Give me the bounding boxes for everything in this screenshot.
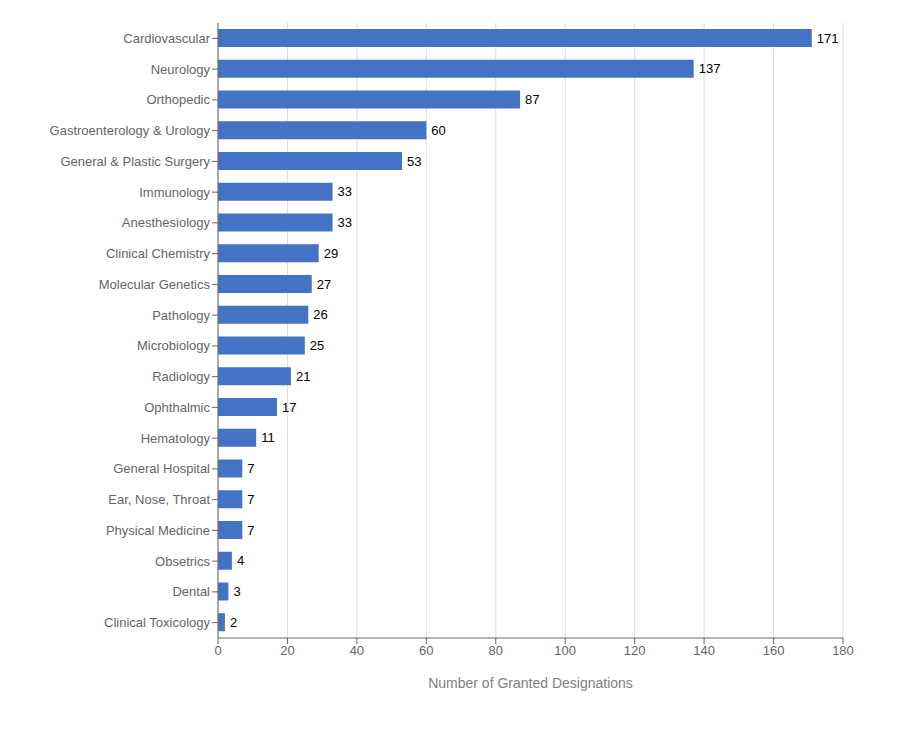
- svg-text:Microbiology: Microbiology: [137, 338, 210, 353]
- svg-text:Clinical Chemistry: Clinical Chemistry: [106, 246, 211, 261]
- svg-text:87: 87: [525, 92, 539, 107]
- svg-text:25: 25: [310, 338, 324, 353]
- svg-text:120: 120: [624, 643, 646, 658]
- svg-text:26: 26: [313, 307, 327, 322]
- svg-text:11: 11: [261, 430, 275, 445]
- svg-text:180: 180: [832, 643, 854, 658]
- svg-text:0: 0: [214, 643, 221, 658]
- svg-text:Radiology: Radiology: [152, 369, 210, 384]
- svg-text:Ophthalmic: Ophthalmic: [144, 400, 210, 415]
- svg-text:Gastroenterology & Urology: Gastroenterology & Urology: [50, 123, 211, 138]
- svg-text:33: 33: [338, 184, 352, 199]
- svg-text:Orthopedic: Orthopedic: [146, 92, 210, 107]
- svg-text:7: 7: [247, 461, 254, 476]
- svg-text:Dental: Dental: [172, 584, 210, 599]
- svg-text:4: 4: [237, 553, 244, 568]
- svg-text:60: 60: [431, 123, 445, 138]
- svg-text:21: 21: [296, 369, 310, 384]
- svg-text:3: 3: [233, 584, 240, 599]
- svg-text:Ear, Nose, Throat: Ear, Nose, Throat: [108, 492, 210, 507]
- svg-text:40: 40: [350, 643, 364, 658]
- svg-text:Immunology: Immunology: [139, 185, 210, 200]
- svg-text:80: 80: [489, 643, 503, 658]
- svg-text:137: 137: [699, 61, 721, 76]
- svg-text:33: 33: [338, 215, 352, 230]
- svg-text:Cardiovascular: Cardiovascular: [123, 31, 210, 46]
- svg-text:160: 160: [763, 643, 785, 658]
- svg-text:20: 20: [280, 643, 294, 658]
- svg-text:Molecular Genetics: Molecular Genetics: [99, 277, 211, 292]
- svg-text:7: 7: [247, 523, 254, 538]
- svg-text:171: 171: [817, 31, 839, 46]
- svg-text:Obsetrics: Obsetrics: [155, 554, 210, 569]
- svg-text:Anesthesiology: Anesthesiology: [122, 215, 211, 230]
- svg-text:27: 27: [317, 277, 331, 292]
- svg-text:29: 29: [324, 246, 338, 261]
- svg-text:Number of Granted Designations: Number of Granted Designations: [428, 675, 633, 691]
- svg-text:General Hospital: General Hospital: [113, 461, 210, 476]
- svg-text:Physical Medicine: Physical Medicine: [106, 523, 210, 538]
- svg-text:Hematology: Hematology: [141, 431, 211, 446]
- svg-text:7: 7: [247, 492, 254, 507]
- svg-text:53: 53: [407, 154, 421, 169]
- svg-text:60: 60: [419, 643, 433, 658]
- svg-text:General & Plastic Surgery: General & Plastic Surgery: [60, 154, 210, 169]
- svg-text:2: 2: [230, 615, 237, 630]
- svg-text:Pathology: Pathology: [152, 308, 210, 323]
- svg-text:Neurology: Neurology: [151, 62, 211, 77]
- svg-text:140: 140: [693, 643, 715, 658]
- svg-text:100: 100: [554, 643, 576, 658]
- svg-text:Clinical Toxicology: Clinical Toxicology: [104, 615, 210, 630]
- svg-text:17: 17: [282, 400, 296, 415]
